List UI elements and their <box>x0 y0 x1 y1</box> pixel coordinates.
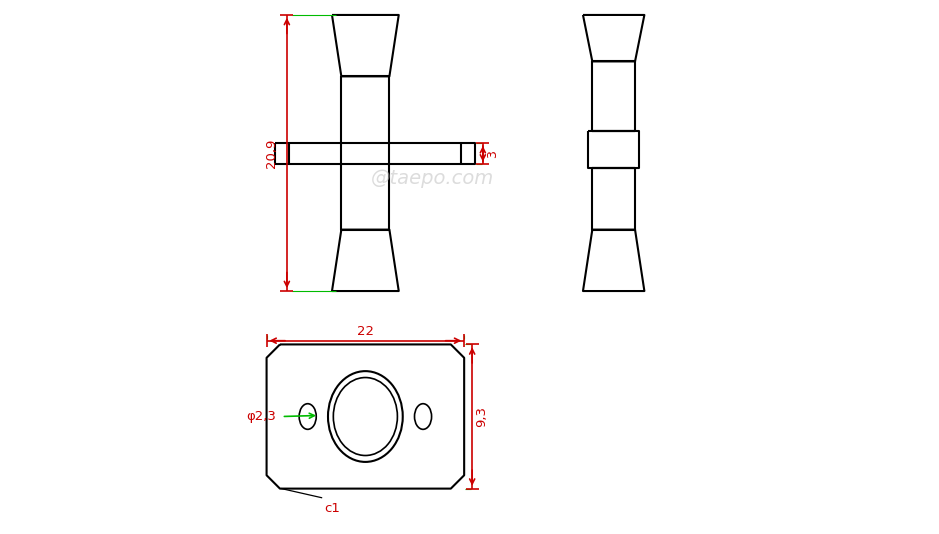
Text: @taepo.com: @taepo.com <box>371 169 494 189</box>
Text: 9,3: 9,3 <box>475 406 488 427</box>
Ellipse shape <box>328 371 403 462</box>
Text: c1: c1 <box>324 502 340 515</box>
Text: 3: 3 <box>486 150 499 158</box>
Text: 20,9: 20,9 <box>266 138 279 168</box>
Ellipse shape <box>414 404 432 429</box>
Text: 22: 22 <box>357 325 374 337</box>
Text: φ2,3: φ2,3 <box>246 410 276 423</box>
Ellipse shape <box>300 404 316 429</box>
Ellipse shape <box>333 378 397 456</box>
